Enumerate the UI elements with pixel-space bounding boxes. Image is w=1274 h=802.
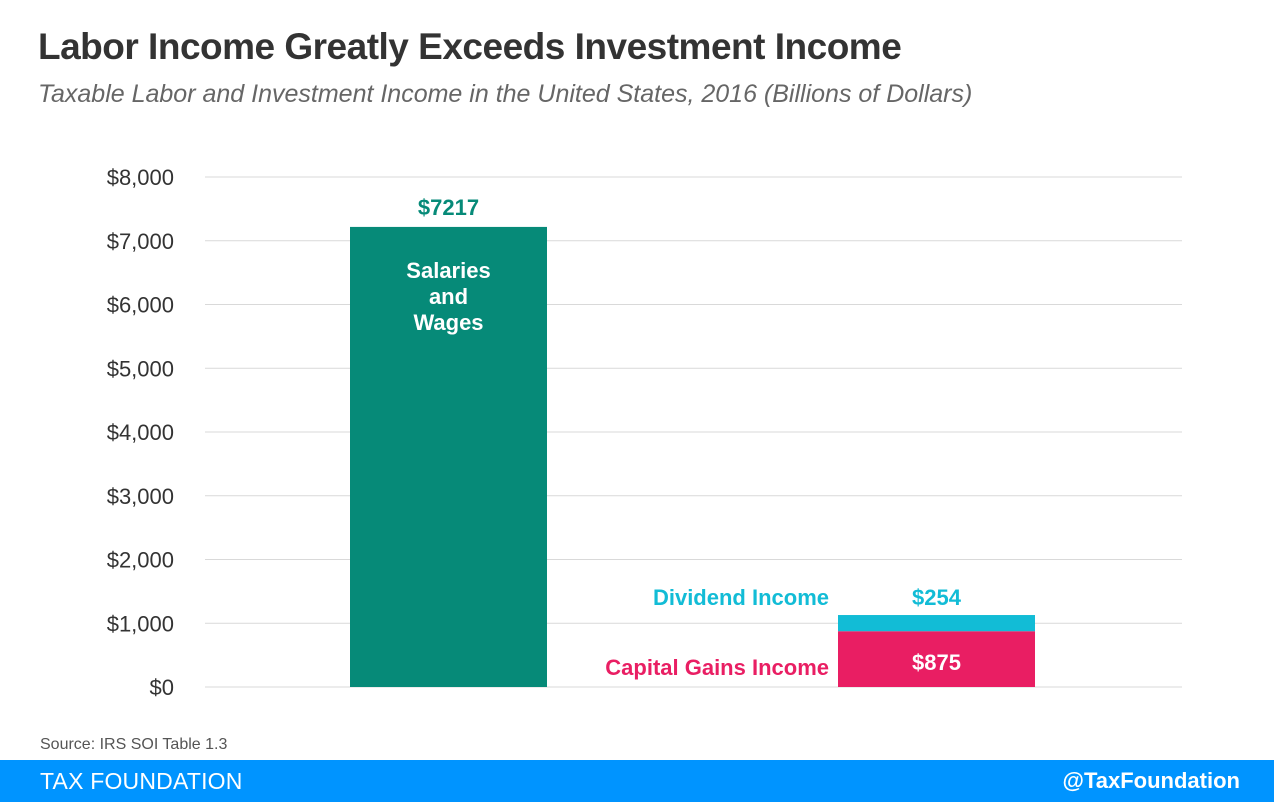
value-label-dividends: $254	[912, 585, 962, 610]
bar-dividend-income	[838, 615, 1035, 631]
series-label-capital-gains-income: Capital Gains Income	[605, 655, 829, 680]
footer-brand: TAX FOUNDATION	[40, 768, 243, 795]
bar-label-salaries-line: Wages	[413, 310, 483, 335]
y-axis-tick-labels: $0 $1,000 $2,000 $3,000 $4,000 $5,000 $6,000 $7…	[107, 165, 174, 700]
bar-label-salaries-line: and	[429, 284, 468, 309]
series-label-dividend-income: Dividend Income	[653, 585, 829, 610]
y-tick-label: $0	[150, 675, 174, 700]
value-label-capital-gains: $875	[912, 650, 961, 675]
y-tick-label: $2,000	[107, 548, 174, 573]
bar-chart: $0 $1,000 $2,000 $3,000 $4,000 $5,000 $6,000 $7…	[0, 0, 1274, 730]
y-tick-label: $8,000	[107, 165, 174, 190]
bar-label-salaries-line: Salaries	[406, 258, 490, 283]
y-tick-label: $6,000	[107, 293, 174, 318]
y-tick-label: $5,000	[107, 356, 174, 381]
y-tick-label: $7,000	[107, 229, 174, 254]
y-tick-label: $1,000	[107, 611, 174, 636]
footer-bar: TAX FOUNDATION @TaxFoundation	[0, 760, 1274, 802]
source-note: Source: IRS SOI Table 1.3	[40, 736, 227, 754]
y-tick-label: $4,000	[107, 420, 174, 445]
y-tick-label: $3,000	[107, 484, 174, 509]
value-label-salaries: $7217	[418, 195, 479, 220]
footer-handle[interactable]: @TaxFoundation	[1063, 768, 1240, 794]
